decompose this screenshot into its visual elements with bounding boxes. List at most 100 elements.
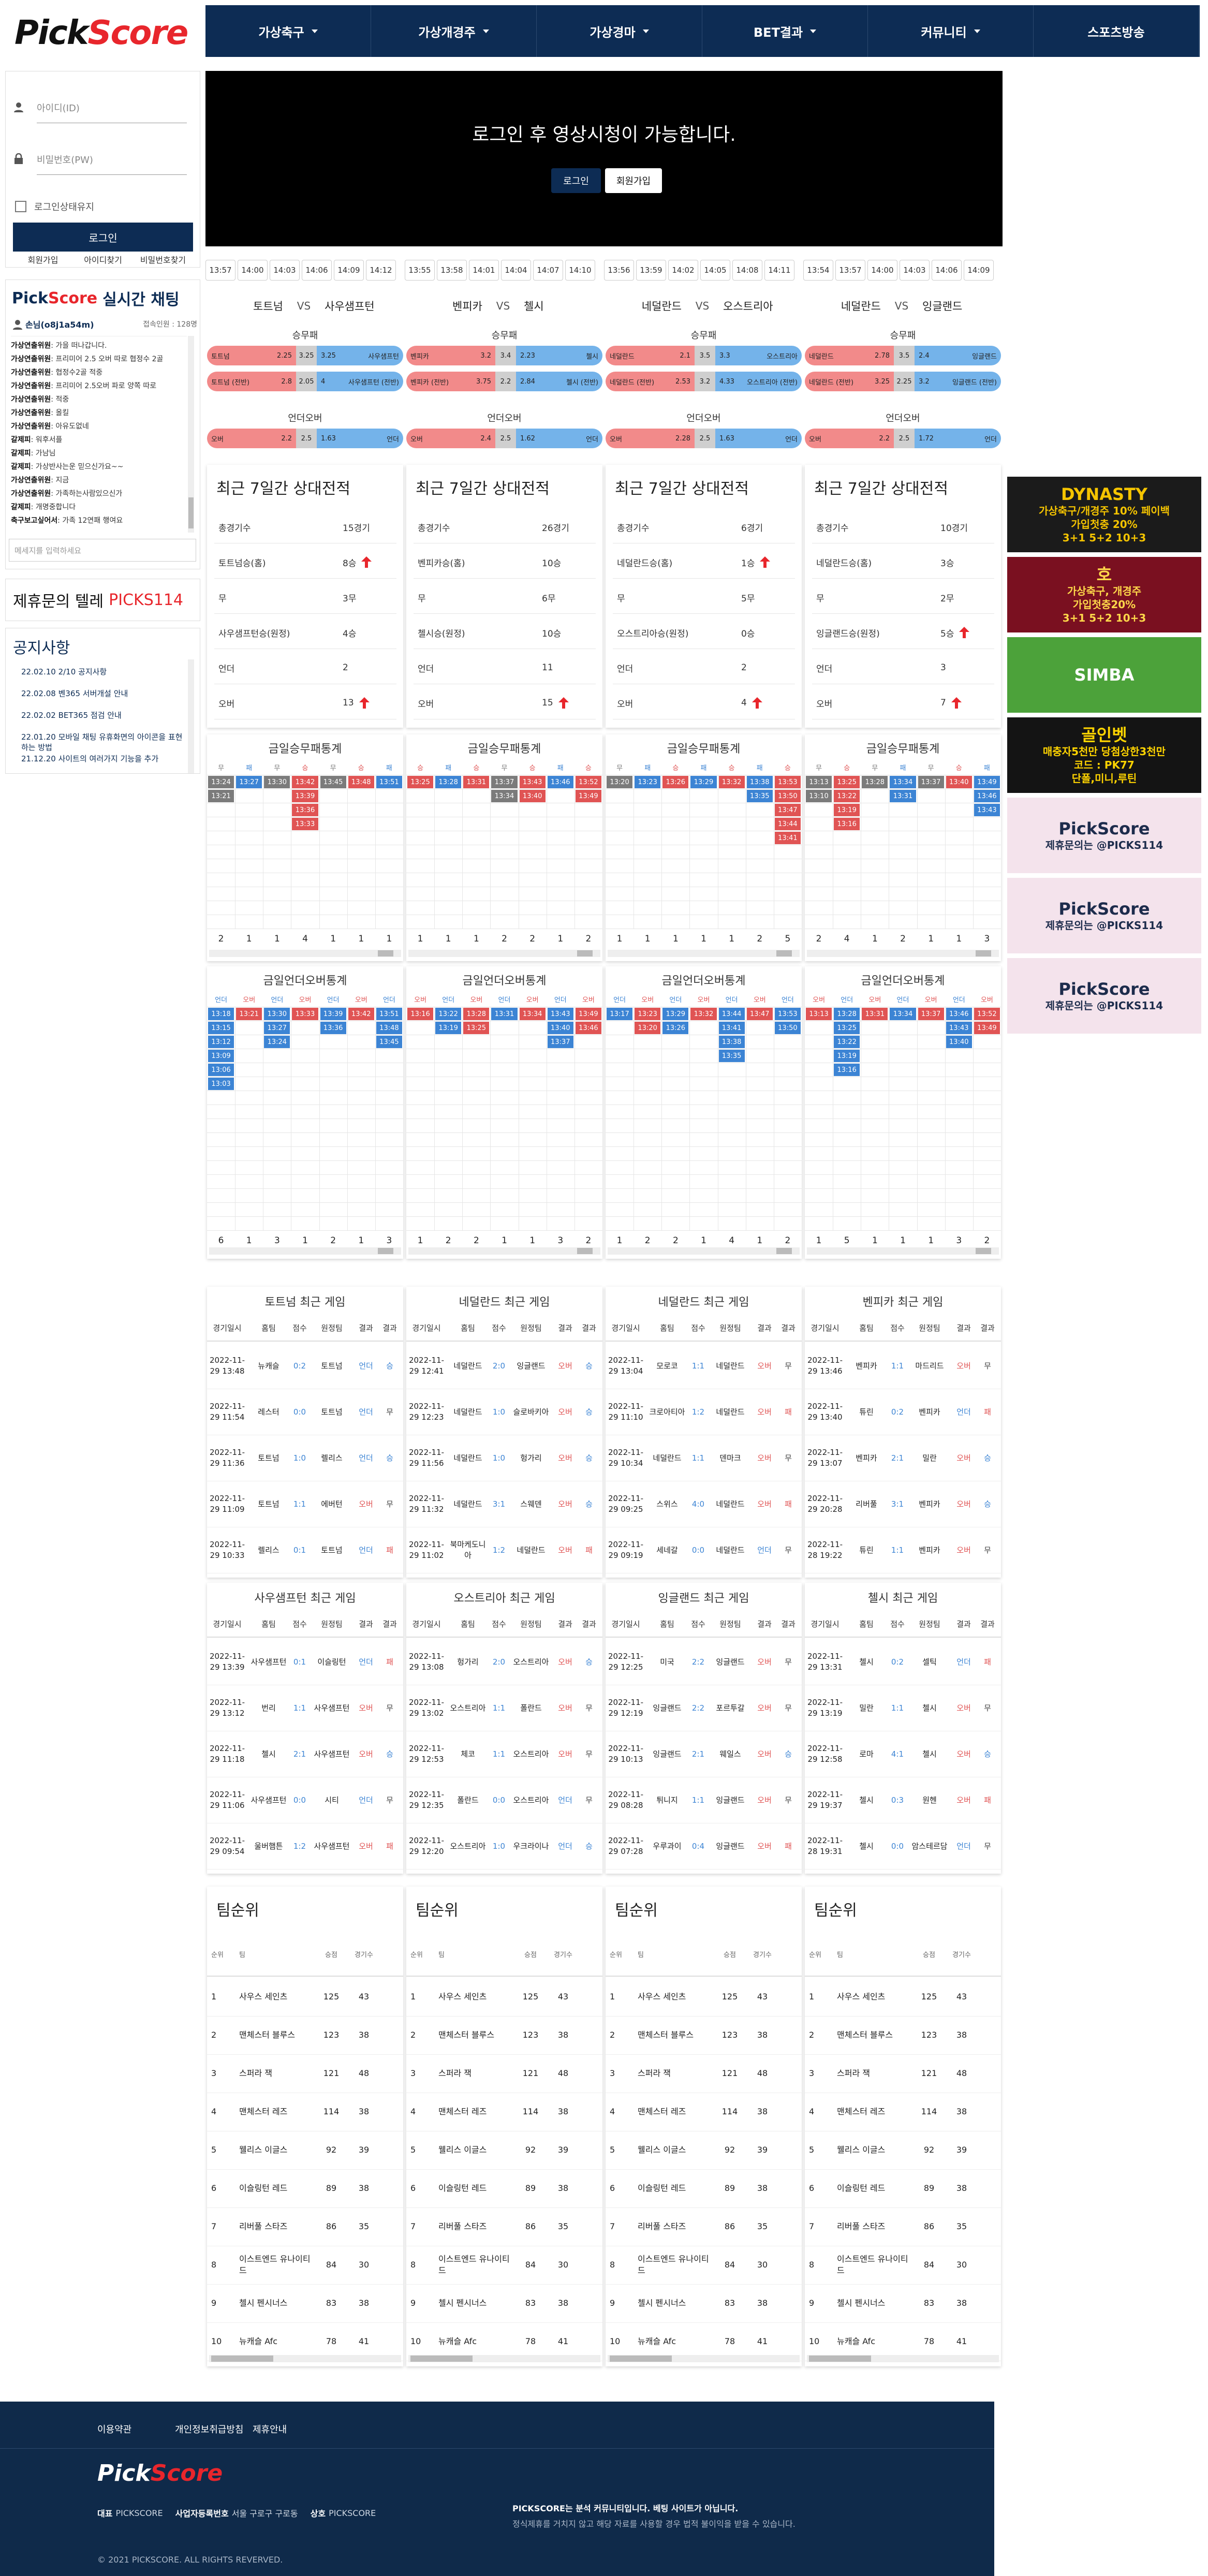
table-cell: 오버 (359, 1499, 373, 1509)
odds-row[interactable]: 네덜란드 2.78 3.5 2.4 잉글랜드 (805, 346, 1001, 365)
nav-item[interactable]: 가상축구 (205, 5, 371, 57)
banner[interactable]: PickScore 제휴문의는 @PICKS114 (1007, 798, 1201, 873)
banner[interactable]: PickScore 제휴문의는 @PICKS114 (1007, 958, 1201, 1034)
grid-line (606, 1146, 802, 1147)
time-button[interactable]: 13:57 (205, 260, 235, 281)
time-button[interactable]: 14:11 (764, 260, 794, 281)
time-button[interactable]: 14:09 (334, 260, 364, 281)
banner[interactable]: 골인벳 매충자5천만 당첨상한3천만 코드 : PK77 단폴,미니,루틴 (1007, 717, 1201, 793)
count: 2 (218, 934, 224, 944)
odds-row[interactable]: 벤피카 (전반) 3.75 2.2 2.84 첼시 (전반) (406, 372, 602, 391)
time-button[interactable]: 14:01 (469, 260, 499, 281)
row-divider (606, 1341, 802, 1342)
checkbox[interactable] (15, 201, 26, 212)
odds-row[interactable]: 네덜란드 2.1 3.5 3.3 오스트리아 (606, 346, 802, 365)
table-cell: 1:1 (691, 1795, 705, 1805)
banner[interactable]: DYNASTY 가상축구/개경주 10% 페이백 가입첫충 20% 3+1 5+2 1… (1007, 477, 1201, 552)
table-cell: 무 (386, 1795, 393, 1805)
up-arrow-svg (752, 697, 762, 709)
notice-item[interactable]: 22.01.20 모바일 채팅 유휴화면의 아이콘을 표현하는 방법 (21, 732, 183, 752)
notice-item[interactable]: 21.12.20 사이트의 여러가지 기능을 추가 (21, 754, 159, 763)
login-link[interactable]: 비밀번호찾기 (140, 255, 186, 265)
grid-header: 언더 (498, 996, 511, 1004)
time-button[interactable]: 14:08 (732, 260, 762, 281)
time-button[interactable]: 14:12 (366, 260, 396, 281)
info-key: 사업자등록번호 (175, 2509, 229, 2519)
footer-link[interactable]: 이용약관 (97, 2424, 132, 2435)
login-link[interactable]: 아이디찾기 (84, 255, 122, 265)
time-button[interactable]: 14:00 (867, 260, 897, 281)
odds-row[interactable]: 네덜란드 (전반) 3.25 2.25 3.2 잉글랜드 (전반) (805, 372, 1001, 391)
notice-item[interactable]: 22.02.02 BET365 점검 안내 (21, 711, 122, 720)
nav-item[interactable]: 커뮤니티 (868, 5, 1034, 57)
uo-row[interactable]: 오버 2.2 2.5 1.63 언더 (207, 429, 403, 448)
grid-line (574, 775, 575, 929)
table-cell: 0:0 (691, 1545, 705, 1555)
notice-item[interactable]: 22.02.08 벤365 서버개설 안내 (21, 689, 128, 698)
login-input[interactable]: 비밀번호(PW) (37, 144, 187, 175)
login-button[interactable]: 로그인 (13, 223, 193, 252)
uo-row[interactable]: 오버 2.28 2.5 1.63 언더 (606, 429, 802, 448)
table-header: 점수 (492, 1619, 506, 1629)
time-button[interactable]: 13:57 (835, 260, 865, 281)
chat-input[interactable]: 메세지를 입력하세요 (9, 539, 196, 562)
time-button[interactable]: 13:54 (803, 260, 833, 281)
table-cell: 83 (326, 2298, 337, 2308)
uo-row[interactable]: 오버 2.2 2.5 1.72 언더 (805, 429, 1001, 448)
stat-value-text: 15 (542, 698, 553, 708)
login-link[interactable]: 회원가입 (27, 255, 58, 265)
grid-line (375, 775, 376, 929)
banner[interactable]: SIMBA (1007, 637, 1201, 713)
time-button[interactable]: 14:07 (533, 260, 563, 281)
odds-row[interactable]: 토트넘 (전반) 2.8 2.05 4 사우샘프턴 (전반) (207, 372, 403, 391)
time-button[interactable]: 14:02 (668, 260, 698, 281)
time-cell: 13:30 (264, 776, 290, 788)
footer-link[interactable]: 개인정보취급방침 (175, 2424, 244, 2435)
scroll-thumb (211, 2356, 273, 2362)
time-button[interactable]: 13:59 (636, 260, 666, 281)
time-button[interactable]: 14:06 (932, 260, 962, 281)
time-button[interactable]: 14:09 (964, 260, 994, 281)
panel-title: 첼시 최근 게임 (867, 1592, 938, 1605)
uo-row[interactable]: 오버 2.4 2.5 1.62 언더 (406, 429, 602, 448)
scroll-thumb (577, 1248, 593, 1254)
odds-row[interactable]: 토트넘 2.25 3.25 3.25 사우샘프턴 (207, 346, 403, 365)
video-login[interactable]: 로그인 (551, 168, 601, 193)
time-button[interactable]: 14:10 (565, 260, 595, 281)
time-button[interactable]: 14:06 (302, 260, 332, 281)
time-button[interactable]: 13:55 (405, 260, 435, 281)
time-button[interactable]: 13:56 (604, 260, 634, 281)
banner[interactable]: PickScore 제휴문의는 @PICKS114 (1007, 878, 1201, 953)
time-button[interactable]: 14:04 (501, 260, 531, 281)
time-button[interactable]: 14:05 (700, 260, 730, 281)
banner[interactable]: 호 가상축구, 개경주 가입첫충20% 3+1 5+2 10+3 (1007, 557, 1201, 632)
uo-title: 언더오버 (487, 413, 522, 424)
odds-row[interactable]: 벤피카 3.2 3.4 2.23 첼시 (406, 346, 602, 365)
chat-message: 가상연출위원: 가족하는사람있으신가 (11, 487, 187, 500)
table-cell: 잉글랜드 (653, 1703, 682, 1713)
chat-title-score: Score (48, 289, 98, 307)
grid-line (207, 1188, 403, 1189)
login-input[interactable]: 아이디(ID) (37, 92, 187, 123)
row-divider (406, 2322, 602, 2323)
logo[interactable]: Pick Score (14, 11, 201, 55)
nav-item[interactable]: 가상경마 (537, 5, 702, 57)
time-button[interactable]: 14:00 (238, 260, 268, 281)
stat-label: 무 (816, 593, 824, 604)
footer-link[interactable]: 제휴안내 (253, 2424, 287, 2435)
nav-item[interactable]: 스포츠방송 (1034, 5, 1199, 57)
nav-item[interactable]: BET결과 (702, 5, 868, 57)
notice-item[interactable]: 22.02.10 2/10 공지사항 (21, 667, 107, 676)
table-cell: 무 (585, 1795, 593, 1805)
time-button[interactable]: 13:58 (437, 260, 467, 281)
video-join[interactable]: 회원가입 (605, 168, 662, 193)
partner-box[interactable]: 제휴문의 텔레 PICKS114 (5, 579, 200, 621)
count: 1 (557, 934, 564, 944)
chat-sender: 축구보고싶어서 (11, 517, 58, 525)
odds-row[interactable]: 네덜란드 (전반) 2.53 3.2 4.33 오스트리아 (전반) (606, 372, 802, 391)
nav-item[interactable]: 가상개경주 (371, 5, 537, 57)
time-button[interactable]: 14:03 (270, 260, 300, 281)
time-button[interactable]: 14:03 (900, 260, 930, 281)
table-header: 승점 (325, 1951, 337, 1959)
table-header: 원정팀 (719, 1619, 741, 1629)
